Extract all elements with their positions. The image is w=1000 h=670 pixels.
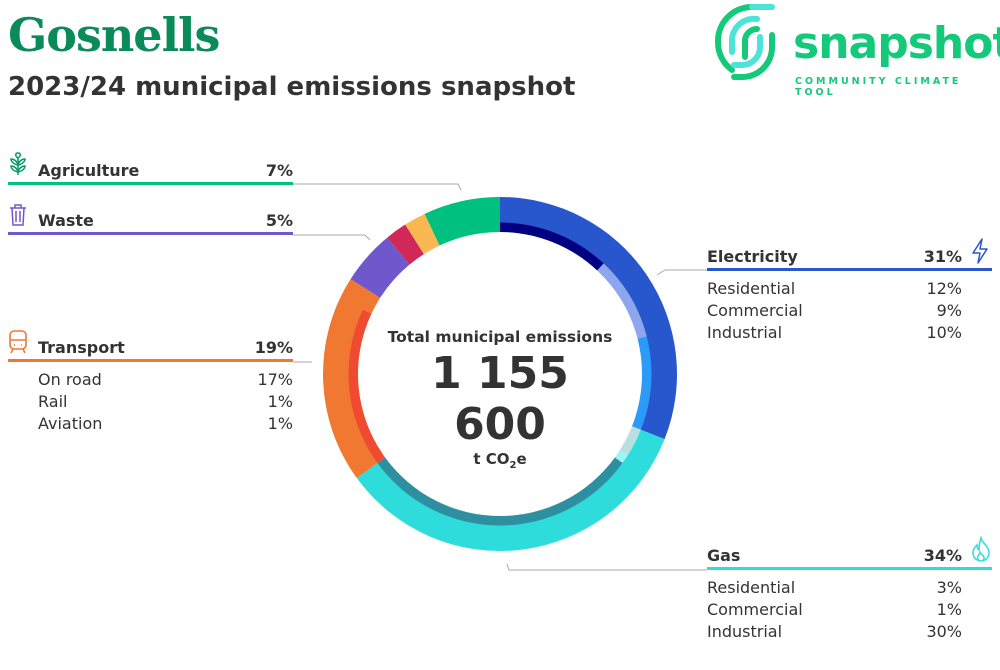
- donut-subsegment-gas-industrial: [377, 457, 623, 526]
- donut-subsegment-transport-rail: [362, 301, 376, 314]
- legend-agriculture: Agriculture 7%: [8, 161, 293, 185]
- legend-electricity-residential: Residential 12%: [707, 279, 962, 298]
- donut-subsegment-electricity-residential: [500, 222, 604, 271]
- total-emissions: Total municipal emissions 1 155 600 t CO…: [380, 328, 620, 471]
- plant-icon: [10, 152, 26, 175]
- donut-subsegment-gas-residential: [619, 426, 641, 456]
- snapshot-logo-icon: [714, 4, 775, 80]
- lightning-icon: [972, 238, 988, 264]
- total-value: 1 155 600: [431, 348, 569, 450]
- legend-transport-on-road: On road 17%: [38, 370, 293, 389]
- legend-gas-industrial: Industrial 30%: [707, 622, 962, 641]
- donut-segment-electricity: [500, 197, 677, 440]
- logo-tagline: COMMUNITY CLIMATE TOOL: [795, 76, 962, 98]
- donut-segment-agriculture: [424, 197, 500, 246]
- legend-gas-residential: Residential 3%: [707, 578, 962, 597]
- donut-segment-gas: [356, 429, 665, 552]
- leader-line-waste: [293, 234, 371, 241]
- legend-transport-rail: Rail 1%: [38, 392, 293, 411]
- leader-line-electricity: [656, 269, 707, 276]
- leader-line-agriculture: [293, 183, 462, 191]
- legend-electricity-industrial: Industrial 10%: [707, 323, 962, 342]
- total-label: Total municipal emissions: [387, 328, 613, 346]
- legend-electricity: Electricity 31%: [707, 247, 992, 271]
- legend-transport-aviation: Aviation 1%: [38, 414, 293, 433]
- donut-subsegment-electricity-commercial: [597, 263, 647, 339]
- legend-gas: Gas 34%: [707, 546, 992, 570]
- page-subtitle: 2023/24 municipal emissions snapshot: [8, 72, 576, 102]
- legend-gas-commercial: Commercial 1%: [707, 600, 962, 619]
- donut-subsegment-transport-on-road: [348, 309, 386, 464]
- page-title: Gosnells: [8, 8, 220, 62]
- legend-waste: Waste 5%: [8, 211, 293, 235]
- donut-subsegment-gas-commercial: [614, 450, 628, 464]
- legend-transport: Transport 19%: [8, 338, 293, 362]
- donut-segment-waste: [350, 237, 410, 298]
- leader-line-gas: [506, 563, 707, 571]
- total-unit: t CO2e: [473, 450, 527, 471]
- donut-segment-other-4: [387, 224, 424, 265]
- donut-segment-other-5: [405, 213, 440, 255]
- legend-electricity-commercial: Commercial 9%: [707, 301, 962, 320]
- trash-icon: [10, 204, 26, 226]
- donut-segment-transport: [323, 279, 378, 479]
- train-icon: [9, 330, 27, 354]
- donut-subsegment-electricity-industrial: [632, 336, 652, 430]
- logo-wordmark: snapshot: [793, 18, 1000, 69]
- flame-icon: [972, 536, 990, 562]
- donut-subsegment-transport-aviation: [367, 292, 381, 306]
